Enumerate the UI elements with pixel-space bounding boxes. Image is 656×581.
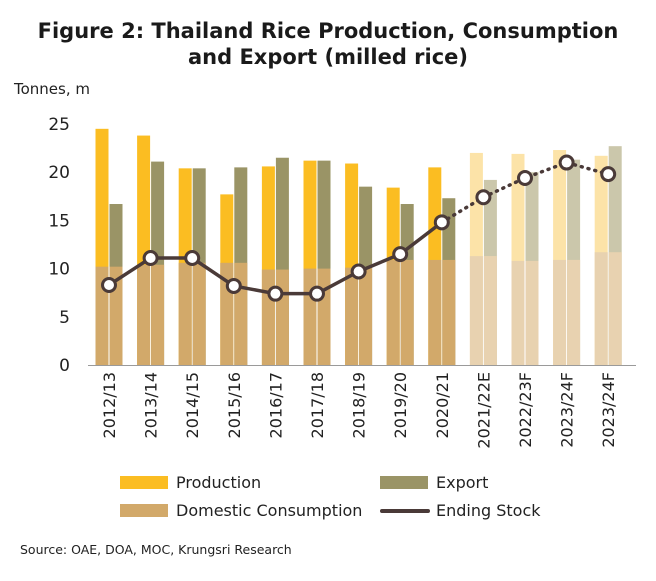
legend-label-domestic-consumption: Domestic Consumption [176,501,363,520]
domestic-consumption-bar [137,264,151,365]
ending-stock-point [101,276,117,293]
domestic-consumption-bar [261,269,275,365]
ending-stock-point [433,214,450,231]
x-tick-label: 2022/23F [516,372,535,448]
chart-title-line-2: and Export (milled rice) [187,45,469,69]
domestic-consumption-bar [275,269,289,365]
domestic-consumption-bar [234,262,248,365]
domestic-consumption-bar [345,267,359,365]
domestic-consumption-bar [483,256,497,365]
legend-swatch-production [120,476,168,489]
domestic-consumption-bar [553,259,567,365]
ending-stock-point [309,285,325,302]
domestic-consumption-bar [594,252,608,365]
legend-swatch-ending-stock [380,508,430,513]
ending-stock-point [558,154,575,171]
legend-item-production: Production [120,473,261,492]
ending-stock-point [184,249,201,266]
y-tick-label: 15 [48,211,70,231]
domestic-consumption-bar [469,256,483,365]
domestic-consumption-bar [386,259,400,365]
ending-stock-point [600,166,617,183]
x-tick-label: 2023/24F [558,372,577,448]
y-tick-label: 0 [59,356,70,376]
domestic-consumption-bar [400,259,414,365]
legend-swatch-export [380,476,428,489]
domestic-consumption-bar [151,264,165,365]
ending-stock-point [517,169,533,186]
legend-item-domestic-consumption: Domestic Consumption [120,501,362,520]
x-tick-label: 2016/17 [266,372,285,438]
y-tick-label: 20 [48,163,70,183]
domestic-consumption-bar [359,267,373,365]
x-tick-label: 2023/24F [599,372,618,448]
domestic-consumption-bar [178,262,192,365]
x-tick-label: 2021/22E [474,372,493,449]
x-tick-label: 2012/13 [100,372,119,438]
x-tick-label: 2018/19 [350,372,369,438]
legend-item-ending-stock: Ending Stock [380,501,541,520]
domestic-consumption-bar [608,252,622,365]
domestic-consumption-bar [525,260,539,365]
domestic-consumption-bar [511,260,525,365]
x-tick-label: 2014/15 [183,372,202,438]
ending-stock-forecast-line [440,160,610,225]
ending-stock-point [225,277,242,294]
legend-label-ending-stock: Ending Stock [436,501,541,520]
ending-stock-point [475,189,492,206]
chart-title-line-1: Figure 2: Thailand Rice Production, Cons… [37,19,619,43]
x-tick-label: 2020/21 [433,372,452,438]
ending-stock-point [142,249,159,266]
domestic-consumption-bar [428,259,442,365]
ending-stock-point [392,246,409,263]
ending-stock-point [350,263,367,280]
source-note: Source: OAE, DOA, MOC, Krungsri Research [20,542,292,557]
y-tick-label: 5 [59,308,70,328]
domestic-consumption-bar [317,268,331,365]
y-tick-label: 10 [48,260,70,280]
legend-label-production: Production [176,473,262,492]
domestic-consumption-bar [442,259,456,365]
domestic-consumption-bar [303,268,317,365]
legend-swatch-domestic-consumption [120,504,168,517]
x-tick-label: 2013/14 [142,372,161,438]
ending-stock-point [267,285,284,302]
x-tick-label: 2017/18 [308,372,327,438]
x-tick-label: 2015/16 [225,372,244,438]
legend-item-export: Export [380,473,488,492]
y-tick-label: 25 [48,115,70,135]
domestic-consumption-bar [192,262,206,365]
y-axis-unit-label: Tonnes, m [14,80,90,98]
domestic-consumption-bar [567,259,581,365]
legend-label-export: Export [436,473,489,492]
x-tick-label: 2019/20 [391,372,410,438]
chart-title: Figure 2: Thailand Rice Production, Cons… [0,18,656,70]
chart-plot: 0 5 10 15 20 25 2012/13 2013/14 2014/15 2015/16 20… [48,115,636,449]
